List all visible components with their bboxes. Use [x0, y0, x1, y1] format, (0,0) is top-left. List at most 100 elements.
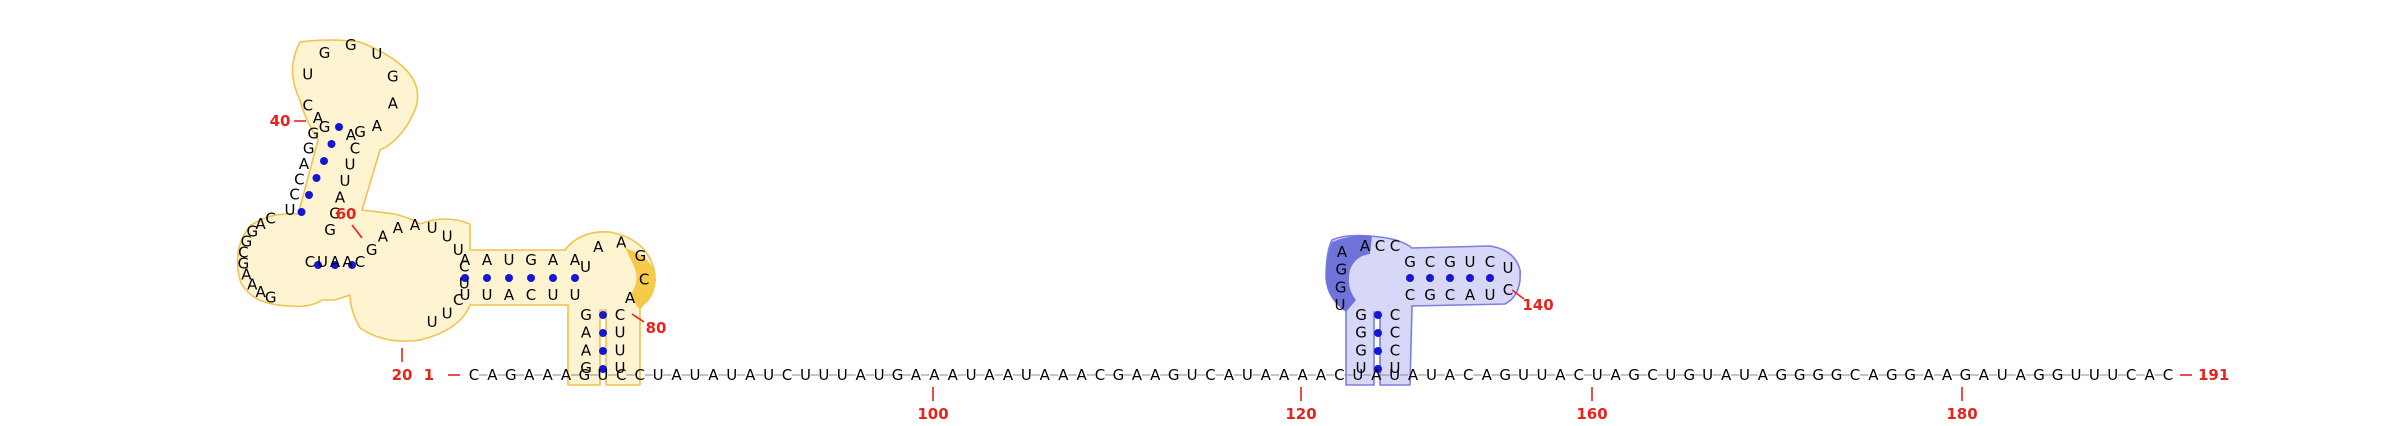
- base-pair-dot: [599, 347, 607, 355]
- nucleotide-U: U: [1356, 359, 1367, 377]
- nucleotide-G: G: [1812, 366, 1824, 384]
- nucleotide-G: G: [1683, 366, 1695, 384]
- nucleotide-G: G: [580, 306, 592, 324]
- base-pair-dot: [461, 274, 469, 282]
- nucleotide-A: A: [1297, 366, 1308, 384]
- nucleotide-A: A: [984, 366, 995, 384]
- nucleotide-A: A: [1979, 366, 1990, 384]
- nucleotide-U: U: [1739, 366, 1750, 384]
- nucleotide-U: U: [1426, 366, 1437, 384]
- domain-2-loop-accent: [1326, 235, 1372, 312]
- nucleotide-A: A: [1040, 366, 1051, 384]
- nucleotide-C: C: [1850, 366, 1860, 384]
- position-tick-140: [1511, 289, 1525, 300]
- base-pair-dot: [599, 311, 607, 319]
- nucleotide-U: U: [570, 286, 581, 304]
- nucleotide-C: C: [1390, 306, 1400, 324]
- nucleotide-G: G: [1336, 261, 1348, 279]
- nucleotide-A: A: [1445, 366, 1456, 384]
- nucleotide-U: U: [580, 258, 591, 276]
- nucleotide-A: A: [616, 234, 627, 252]
- nucleotide-A: A: [313, 109, 324, 127]
- nucleotide-U: U: [2070, 366, 2081, 384]
- base-pair-dot: [505, 274, 513, 282]
- nucleotide-A: A: [1224, 366, 1235, 384]
- nucleotide-G: G: [1355, 341, 1367, 359]
- nucleotide-A: A: [543, 366, 554, 384]
- nucleotide-A: A: [856, 366, 867, 384]
- nucleotide-A: A: [241, 266, 252, 284]
- nucleotide-U: U: [1352, 366, 1363, 384]
- nucleotide-U: U: [1485, 286, 1496, 304]
- nucleotide-G: G: [525, 251, 537, 269]
- nucleotide-C: C: [782, 366, 792, 384]
- nucleotide-U: U: [615, 359, 626, 377]
- position-tick-60: [351, 224, 363, 239]
- nucleotide-G: G: [1168, 366, 1180, 384]
- nucleotide-C: C: [1425, 253, 1435, 271]
- nucleotide-A: A: [1261, 366, 1272, 384]
- nucleotide-C: C: [305, 253, 315, 271]
- nucleotide-A: A: [1408, 366, 1419, 384]
- nucleotide-C: C: [294, 170, 304, 188]
- nucleotide-C: C: [1375, 237, 1385, 255]
- nucleotide-C: C: [1574, 366, 1584, 384]
- nucleotide-A: A: [1942, 366, 1953, 384]
- nucleotide-A: A: [524, 366, 535, 384]
- nucleotide-C: C: [526, 286, 536, 304]
- nucleotide-U: U: [453, 241, 464, 259]
- nucleotide-C: C: [634, 366, 644, 384]
- nucleotide-G: G: [303, 140, 315, 158]
- nucleotide-C: C: [1390, 324, 1400, 342]
- nucleotide-U: U: [548, 286, 559, 304]
- nucleotide-A: A: [2144, 366, 2155, 384]
- nucleotide-A: A: [948, 366, 959, 384]
- base-pair-dot: [327, 140, 336, 148]
- nucleotide-U: U: [482, 286, 493, 304]
- base-pair-dot: [348, 261, 356, 269]
- nucleotide-A: A: [1058, 366, 1069, 384]
- nucleotide-C: C: [2126, 366, 2136, 384]
- nucleotide-A: A: [1555, 366, 1566, 384]
- nucleotide-A: A: [671, 366, 682, 384]
- nucleotide-A: A: [1076, 366, 1087, 384]
- base-pair-dot: [335, 123, 343, 131]
- nucleotide-U: U: [653, 366, 664, 384]
- nucleotide-U: U: [459, 275, 470, 293]
- base-pair-dot: [305, 191, 313, 199]
- nucleotide-U: U: [285, 201, 296, 219]
- nucleotide-A: A: [487, 366, 498, 384]
- nucleotide-U: U: [597, 366, 608, 384]
- base-pair-dot: [483, 274, 491, 282]
- nucleotide-G: G: [241, 232, 253, 250]
- base-pair-dot: [599, 329, 607, 337]
- nucleotide-A: A: [330, 253, 341, 271]
- nucleotide-U: U: [2089, 366, 2100, 384]
- nucleotide-U: U: [1389, 366, 1400, 384]
- position-label-160: 160: [1576, 405, 1607, 423]
- nucleotide-U: U: [615, 341, 626, 359]
- nucleotide-A: A: [593, 238, 604, 256]
- nucleotide-U: U: [1390, 359, 1401, 377]
- nucleotide-U: U: [615, 324, 626, 342]
- nucleotide-A: A: [1482, 366, 1493, 384]
- nucleotide-G: G: [1499, 366, 1511, 384]
- nucleotide-U: U: [345, 156, 356, 174]
- nucleotide-G: G: [1628, 366, 1640, 384]
- nucleotide-C: C: [355, 253, 365, 271]
- nucleotide-U: U: [1187, 366, 1198, 384]
- nucleotide-A: A: [911, 366, 922, 384]
- nucleotide-A: A: [581, 341, 592, 359]
- nucleotide-U: U: [689, 366, 700, 384]
- nucleotide-U: U: [837, 366, 848, 384]
- nucleotide-C: C: [1503, 281, 1513, 299]
- nucleotide-G: G: [505, 366, 517, 384]
- nucleotide-U: U: [1665, 366, 1676, 384]
- nucleotide-A: A: [561, 366, 572, 384]
- base-pair-dot: [320, 157, 328, 165]
- nucleotide-U: U: [1242, 366, 1253, 384]
- base-pair-dot: [297, 208, 306, 216]
- nucleotide-C: C: [350, 139, 360, 157]
- nucleotide-A: A: [1132, 366, 1143, 384]
